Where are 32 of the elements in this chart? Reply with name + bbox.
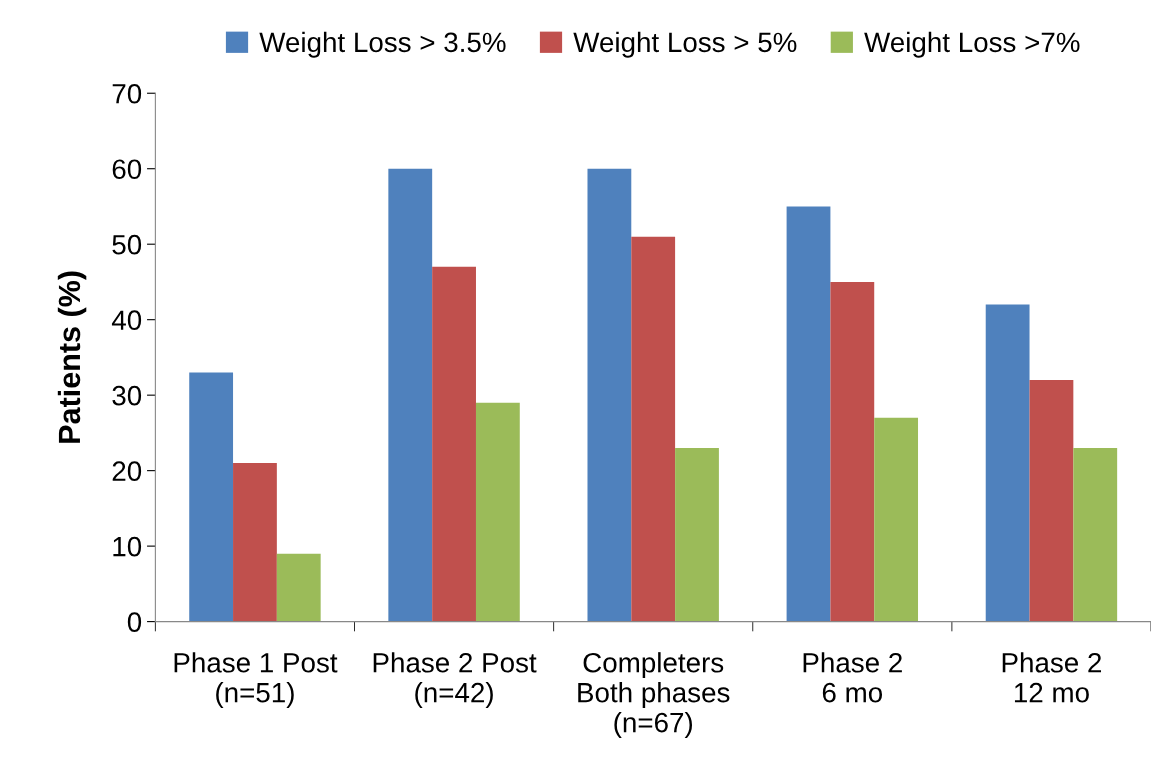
bar	[475, 402, 520, 622]
bar	[587, 168, 632, 622]
bar	[233, 463, 277, 622]
bar	[189, 372, 234, 622]
bar	[1073, 448, 1118, 622]
bar	[675, 448, 719, 622]
bar	[388, 168, 433, 622]
y-tick-label: 70	[112, 83, 142, 104]
bar	[631, 236, 676, 622]
legend-label: Weight Loss > 3.5%	[259, 31, 506, 58]
bar	[432, 266, 476, 622]
y-tick-label: 30	[112, 385, 142, 406]
legend-label: Weight Loss > 5%	[573, 31, 797, 58]
y-tick-label: 0	[127, 612, 142, 632]
bar	[985, 304, 1030, 622]
y-tick-label: 40	[111, 310, 142, 331]
bar	[874, 417, 919, 622]
y-axis-title: Patients (%)	[57, 271, 87, 443]
x-tick-label: Phase 2 Post (n=42)	[373, 652, 537, 708]
x-tick-label: Phase 1 Post (n=51)	[174, 652, 338, 708]
y-tick-label: 60	[112, 159, 142, 180]
bar	[830, 281, 875, 622]
y-tick-label: 10	[113, 536, 142, 557]
legend-label: Weight Loss >7%	[864, 31, 1080, 58]
y-tick-label: 20	[112, 461, 142, 481]
x-tick-label: Phase 2 12 mo	[1002, 652, 1102, 703]
x-tick-label: Phase 2 6 mo	[803, 652, 902, 703]
bar	[1029, 380, 1074, 622]
bar	[276, 553, 321, 622]
y-tick-label: 50	[112, 234, 142, 255]
x-tick-label: Completers Both phases (n=67)	[578, 652, 730, 738]
bar	[786, 206, 831, 622]
